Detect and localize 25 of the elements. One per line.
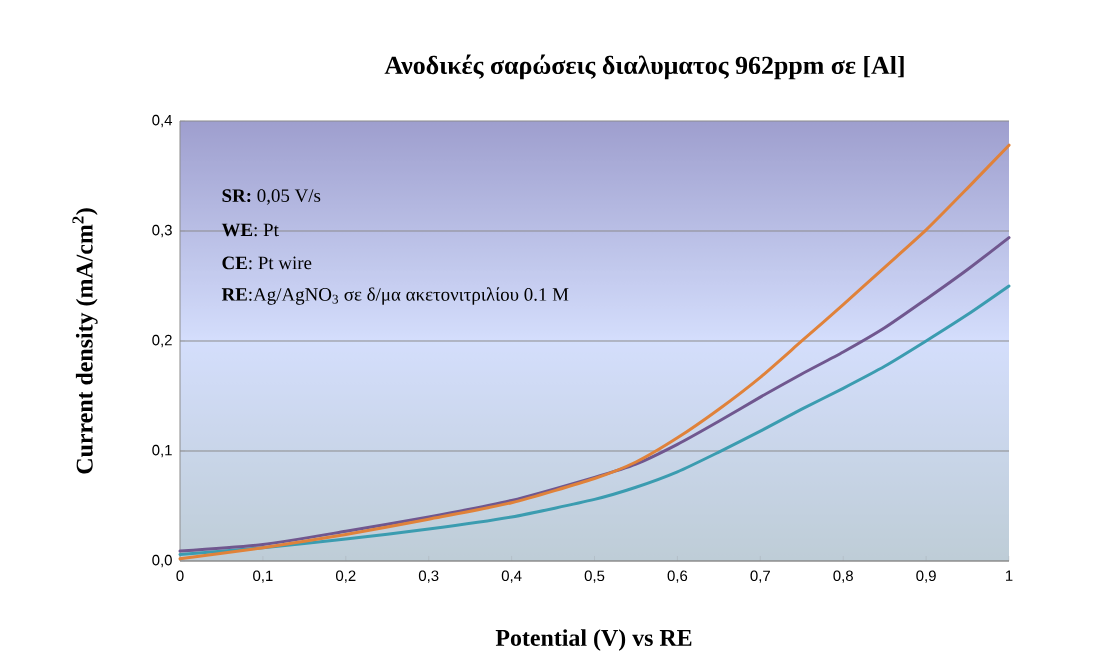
annotation: CE: Pt wire [222,256,312,270]
x-tick-label: 0 [176,570,184,582]
x-tick-label: 0,5 [584,570,605,583]
chart-title: Ανοδικές σαρώσεις διαλυματος 962ppm σε [Al] [384,54,904,80]
y-tick-label: 0,1 [152,444,172,458]
x-axis-title: Potential (V) vs RE [495,629,692,651]
x-tick-label: 0,3 [418,570,439,583]
annotation: RE:Ag/AgNO$_{3}$ σε δ/μα ακετονιτριλίου 0.1 M [221,287,569,305]
x-tick-label: 0,8 [833,570,853,583]
x-tick-label: 0,1 [253,570,273,583]
line-series [178,236,1011,553]
annotation: SR: 0,05 V/s [222,189,321,205]
x-tick-label: 0,4 [501,570,522,583]
x-tick-label: 0,7 [750,570,770,583]
x-tick-label: 1 [1006,570,1013,581]
y-axis-title: Current density (mA/cm$^{2}$) [72,208,98,474]
annotation: WE: Pt [221,223,279,237]
x-tick-label: 0,9 [916,570,936,583]
y-tick-label: 0,3 [152,224,172,238]
x-tick-label: 0,2 [336,570,356,583]
y-tick-label: 0,2 [152,334,172,348]
y-tick-label: 0,4 [152,114,173,128]
y-tick-label: 0,0 [152,554,172,568]
x-tick-label: 0,6 [667,570,688,583]
line-series [178,284,1011,556]
